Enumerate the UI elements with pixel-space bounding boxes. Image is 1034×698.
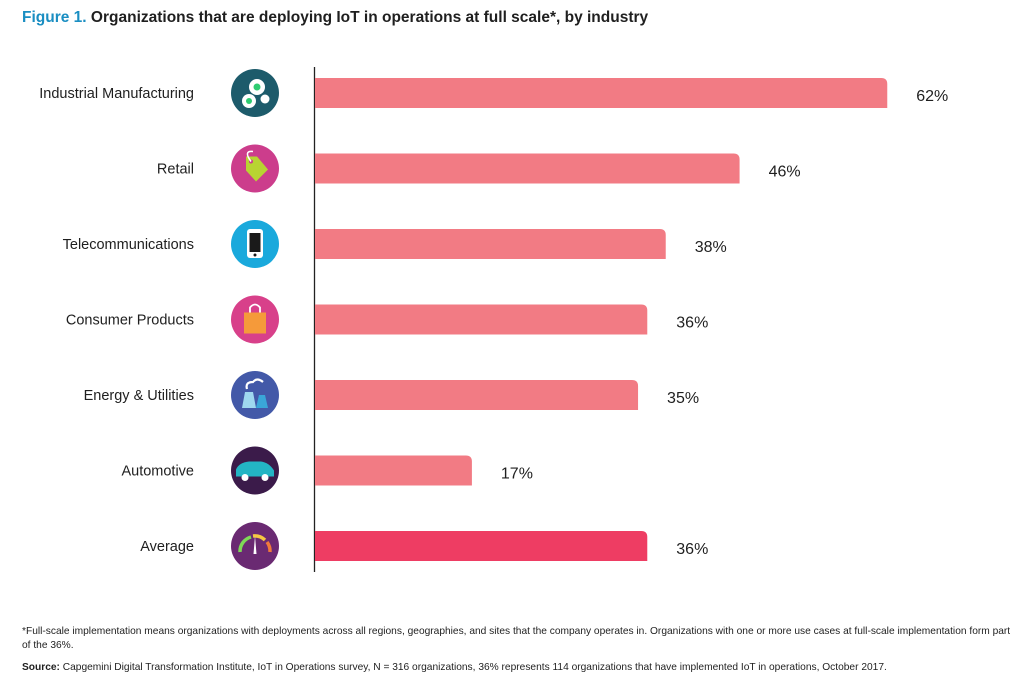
bar-chart: Industrial Manufacturing 62% Retail 46% Tele…: [39, 67, 948, 572]
bar: [315, 304, 648, 335]
gauge-icon: [231, 522, 279, 570]
category-label: Telecommunications: [63, 237, 194, 253]
bar: [315, 455, 472, 486]
shopping-bag-icon: [231, 295, 279, 344]
bar: [315, 153, 740, 184]
value-label: 35%: [667, 390, 699, 407]
category-label: Consumer Products: [66, 313, 194, 329]
value-label: 36%: [676, 315, 708, 332]
chart-rows: Industrial Manufacturing 62% Retail 46% Tele…: [39, 69, 948, 570]
category-label: Automotive: [121, 464, 194, 480]
bar: [315, 229, 666, 259]
bar-row: Automotive 17%: [121, 446, 533, 495]
bar-row: Average 36%: [140, 522, 708, 570]
category-label: Retail: [157, 162, 194, 178]
value-label: 36%: [676, 541, 708, 558]
category-label: Industrial Manufacturing: [39, 86, 194, 102]
bar-row: Retail 46%: [157, 144, 801, 193]
bar-row: Consumer Products 36%: [66, 295, 708, 344]
chart-title: Figure 1. Organizations that are deployi…: [22, 9, 648, 27]
power-plant-icon: [231, 371, 279, 419]
bar: [315, 531, 648, 561]
source-label: Source:: [22, 662, 60, 673]
bar: [315, 380, 639, 410]
bar-row: Energy & Utilities 35%: [84, 371, 699, 419]
value-label: 38%: [695, 239, 727, 256]
category-label: Average: [140, 539, 194, 555]
footnote: *Full-scale implementation means organiz…: [22, 626, 1011, 651]
category-label: Energy & Utilities: [84, 388, 194, 404]
value-label: 62%: [916, 88, 948, 105]
bar: [315, 78, 888, 108]
source-text: Capgemini Digital Transformation Institu…: [62, 662, 887, 673]
bar-row: Industrial Manufacturing 62%: [39, 69, 948, 117]
figure-title-text: Organizations that are deploying IoT in …: [90, 9, 649, 26]
price-tag-icon: [231, 144, 279, 193]
figure-number: Figure 1.: [22, 9, 87, 26]
car-icon: [231, 446, 279, 495]
source-note: Source: Capgemini Digital Transformation…: [22, 662, 1022, 673]
bar-row: Telecommunications 38%: [63, 220, 727, 268]
value-label: 46%: [769, 164, 801, 181]
gears-icon: [231, 69, 279, 117]
smartphone-icon: [231, 220, 279, 268]
value-label: 17%: [501, 466, 533, 483]
